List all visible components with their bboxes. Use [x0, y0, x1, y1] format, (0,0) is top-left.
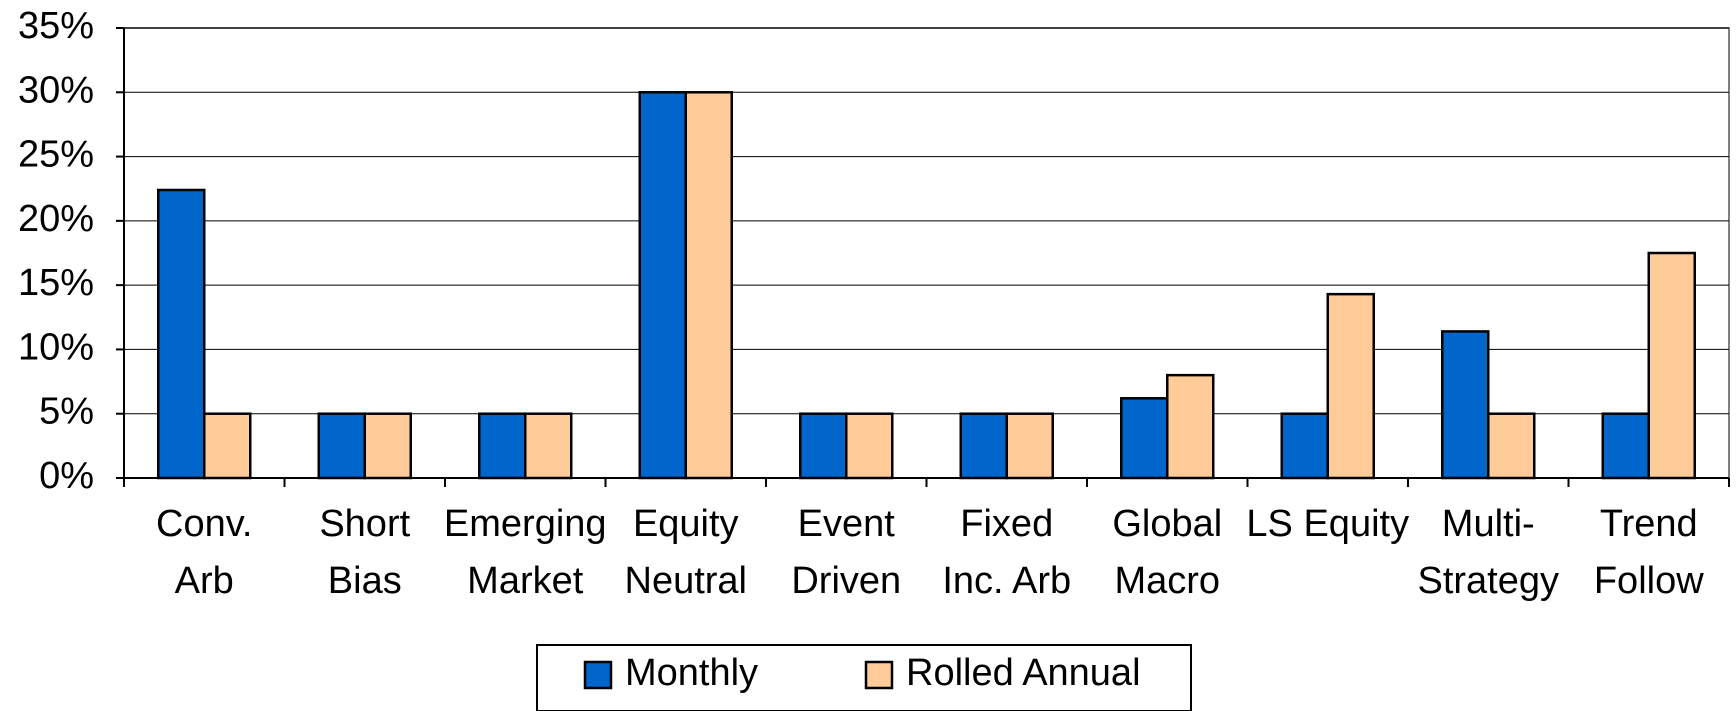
- x-tick-label: Short Bias: [319, 503, 410, 602]
- x-tick-label: Event Driven: [791, 503, 901, 602]
- bar: [478, 412, 527, 480]
- bar: [1487, 412, 1536, 480]
- bar: [845, 412, 894, 480]
- bar: [157, 188, 206, 480]
- y-tick-label: 35%: [18, 5, 94, 47]
- x-tick-label: Conv. Arb: [156, 503, 252, 602]
- x-tick-label: Emerging Market: [444, 503, 607, 602]
- bar: [1441, 330, 1490, 480]
- y-tick-label: 0%: [39, 455, 94, 497]
- y-tick-label: 5%: [39, 391, 94, 433]
- y-tick-label: 30%: [18, 69, 94, 111]
- x-tick-label: Global Macro: [1112, 503, 1222, 602]
- x-tick-label: Multi-Strategy: [1417, 503, 1559, 602]
- bar: [1326, 292, 1375, 480]
- bar: [524, 412, 573, 480]
- bar: [1005, 412, 1054, 480]
- legend-swatch: [583, 660, 613, 690]
- y-tick-label: 10%: [18, 326, 94, 368]
- y-tick-label: 25%: [18, 134, 94, 176]
- bar: [1166, 373, 1215, 480]
- legend-label: Monthly: [625, 652, 758, 694]
- bar: [317, 412, 366, 480]
- legend-label: Rolled Annual: [906, 652, 1141, 694]
- bar: [203, 412, 252, 480]
- x-tick-label: Trend Follow: [1594, 503, 1704, 602]
- bar: [1120, 397, 1169, 480]
- bar: [1280, 412, 1329, 480]
- y-tick-label: 15%: [18, 262, 94, 304]
- bar: [799, 412, 848, 480]
- bar: [638, 91, 687, 480]
- bar: [363, 412, 412, 480]
- bar: [959, 412, 1008, 480]
- y-tick-label: 20%: [18, 198, 94, 240]
- x-tick-label: Fixed Inc. Arb: [942, 503, 1071, 602]
- x-tick-label: LS Equity: [1246, 503, 1409, 545]
- bar: [684, 91, 733, 480]
- legend-box: [536, 644, 1192, 711]
- legend-swatch: [864, 660, 894, 690]
- bar: [1647, 251, 1696, 480]
- x-tick-label: Equity Neutral: [625, 503, 748, 602]
- bar: [1601, 412, 1650, 480]
